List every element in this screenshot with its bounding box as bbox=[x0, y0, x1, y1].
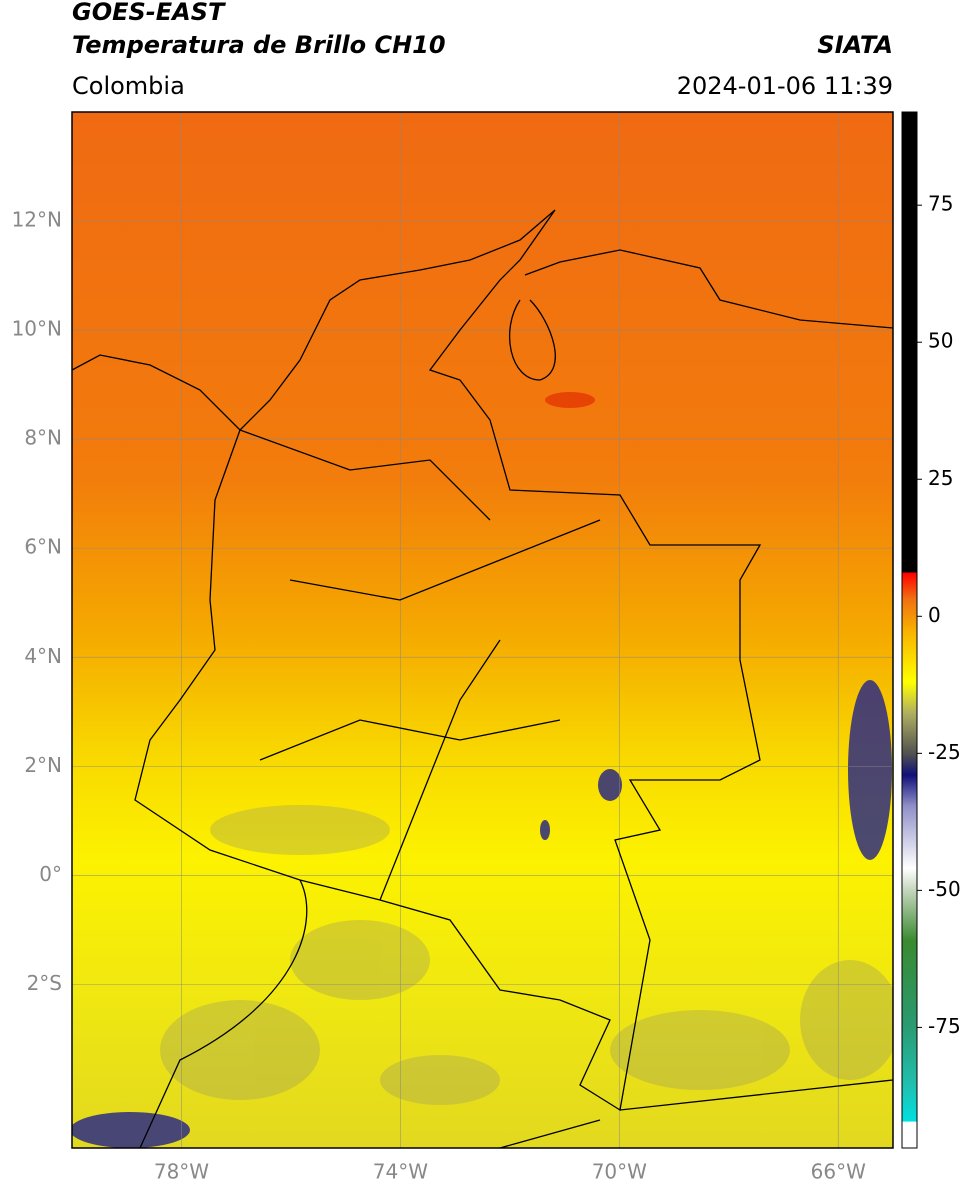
warm-spot bbox=[545, 392, 595, 408]
lat-tick-label: 10°N bbox=[12, 317, 62, 341]
lat-tick-label: 4°N bbox=[24, 644, 62, 668]
colorbar-tick-label: -75 bbox=[928, 1014, 961, 1038]
lat-tick-label: 8°N bbox=[24, 426, 62, 450]
brightness-image bbox=[72, 112, 893, 1148]
source: SIATA bbox=[817, 31, 893, 59]
lat-tick-label: 0° bbox=[39, 862, 62, 886]
subtitle: Temperatura de Brillo CH10 bbox=[72, 31, 446, 59]
lon-tick-label: 66°W bbox=[811, 1160, 866, 1184]
datetime: 2024-01-06 11:39 bbox=[677, 72, 893, 100]
colorbar-tick-label: -25 bbox=[928, 740, 961, 764]
lat-tick-label: 2°S bbox=[27, 971, 62, 995]
cold-clouds bbox=[72, 680, 892, 1148]
lon-tick-label: 78°W bbox=[154, 1160, 209, 1184]
title: GOES-EAST bbox=[72, 0, 226, 26]
colorbar-tick-label: 50 bbox=[928, 329, 953, 353]
colorbar-tick-label: -50 bbox=[928, 877, 961, 901]
colorbar-tick-label: 75 bbox=[928, 192, 953, 216]
cloud-patches bbox=[160, 805, 893, 1105]
lat-tick-label: 6°N bbox=[24, 535, 62, 559]
ticks: 78°W 74°W 70°W 66°W 12°N 10°N 8°N 6°N 4°N 2°N 0° 2°… bbox=[12, 192, 961, 1184]
region: Colombia bbox=[72, 72, 185, 100]
lon-tick-label: 74°W bbox=[373, 1160, 428, 1184]
boundaries bbox=[72, 209, 893, 1148]
grid bbox=[72, 112, 893, 1148]
lat-tick-label: 2°N bbox=[24, 753, 62, 777]
colorbar-tick-label: 25 bbox=[928, 466, 953, 490]
colorbar bbox=[901, 111, 918, 1149]
lon-tick-label: 70°W bbox=[592, 1160, 647, 1184]
map-area bbox=[72, 112, 893, 1148]
colorbar-tick-label: 0 bbox=[928, 603, 941, 627]
map-frame bbox=[71, 111, 894, 1149]
lat-tick-label: 12°N bbox=[12, 208, 62, 232]
